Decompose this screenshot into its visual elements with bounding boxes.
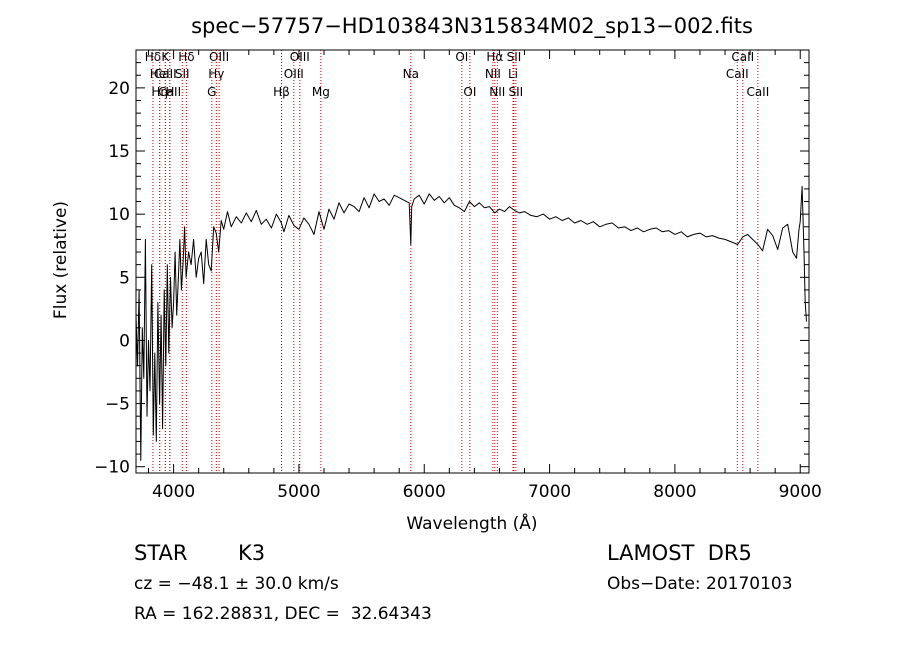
plot-frame <box>135 49 810 474</box>
spectral-line-label: SII <box>509 85 524 99</box>
spectral-line-label: Na <box>403 67 419 81</box>
spectral-line-label: Hα <box>486 50 503 64</box>
x-axis-label: Wavelength (Å) <box>406 512 537 534</box>
spectral-line-label: OIII <box>284 67 304 81</box>
survey-name: LAMOST DR5 <box>607 541 752 565</box>
observation-date: Obs−Date: 20170103 <box>607 574 793 594</box>
spectral-line-label: NII <box>489 85 505 99</box>
spectral-subclass: K3 <box>238 541 266 565</box>
x-tick-label: 7000 <box>528 482 571 502</box>
spectral-line-label: Hδ <box>178 50 194 64</box>
y-tick-label: 15 <box>108 142 130 162</box>
spectral-line-label: H <box>165 85 174 99</box>
x-tick-label: 4000 <box>152 482 195 502</box>
spectral-line-label: Hδ <box>145 50 161 64</box>
spectral-line-label: SII <box>175 67 190 81</box>
spectral-line-label: OI <box>463 85 476 99</box>
spectral-line-label: HeI <box>150 67 170 81</box>
x-tick-label: 9000 <box>779 482 822 502</box>
axis-ticks: 4000 5000 6000 7000 8000 9000 −10 −5 0 5 10 15 20 <box>94 50 822 502</box>
coordinates: RA = 162.28831, DEC = 32.64343 <box>134 604 432 624</box>
spectral-line-label: CaII <box>731 50 754 64</box>
spectrum-series <box>135 185 807 461</box>
spectrum-line <box>135 185 807 461</box>
spectral-line-label: Hβ <box>273 85 290 99</box>
redshift-velocity: cz = −48.1 ± 30.0 km/s <box>134 574 339 594</box>
y-tick-label: −5 <box>105 395 130 415</box>
spectral-line-label: Hγ <box>208 67 224 81</box>
spectral-line-label: Li <box>508 67 518 81</box>
spectral-line-label: OI <box>455 50 468 64</box>
y-tick-label: 10 <box>108 205 130 225</box>
x-tick-label: 8000 <box>653 482 696 502</box>
spectral-line-label: NII <box>485 67 501 81</box>
object-type: STAR <box>134 541 188 565</box>
spectral-line-label: G <box>207 85 216 99</box>
x-tick-label: 5000 <box>277 482 320 502</box>
y-tick-label: −10 <box>94 458 130 478</box>
y-tick-label: 5 <box>119 268 130 288</box>
spectral-line-label: CaII <box>746 85 769 99</box>
spectral-line-label: SII <box>507 50 522 64</box>
y-tick-label: 20 <box>108 79 130 99</box>
y-axis-label: Flux (relative) <box>51 201 71 319</box>
y-tick-label: 0 <box>119 331 130 351</box>
chart-title: spec−57757−HD103843N315834M02_sp13−002.f… <box>191 14 753 39</box>
x-tick-label: 6000 <box>403 482 446 502</box>
spectral-line-label: CaII <box>726 67 749 81</box>
spectral-line-label: K <box>161 50 170 64</box>
spectral-line-label: OIII <box>290 50 310 64</box>
spectral-line-label: Mg <box>312 85 330 99</box>
